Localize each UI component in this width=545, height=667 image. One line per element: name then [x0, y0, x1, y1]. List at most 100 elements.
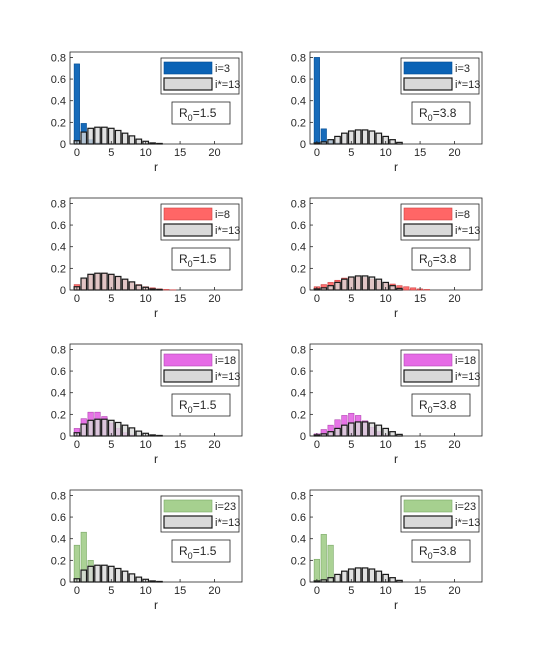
bar-reference [128, 135, 136, 145]
y-tick-label: 0.6 [291, 512, 306, 524]
r0-annotation: R0=3.8 [411, 101, 471, 125]
legend-label-reference: i*=13 [215, 517, 240, 529]
bar-reference [149, 288, 156, 291]
legend-swatch-main [403, 61, 453, 75]
annotation-box [411, 393, 471, 417]
legend: i=8 i*=13 [160, 203, 240, 241]
y-tick-label: 0.4 [51, 534, 66, 546]
x-tick-label: 15 [414, 439, 426, 451]
x-tick-label: 5 [348, 439, 354, 451]
x-tick-label: 20 [208, 293, 220, 305]
bar-reference [389, 285, 396, 291]
y-tick-label: 0.8 [291, 490, 306, 502]
x-tick-label: 0 [314, 293, 320, 305]
y-tick-label: 0.6 [51, 366, 66, 378]
x-axis-label: r [154, 160, 158, 174]
annotation-subscript: 0 [188, 113, 193, 123]
bar-reference [156, 288, 163, 291]
annotation-text: R0=3.8 [419, 106, 457, 123]
legend-swatch-reference [403, 369, 453, 383]
annotation-box [411, 247, 471, 271]
x-tick-label: 15 [174, 293, 186, 305]
annotation-text: R0=1.5 [179, 544, 217, 561]
bar-reference [375, 424, 383, 437]
bar-reference [94, 418, 101, 437]
bar-reference [101, 418, 108, 437]
x-tick-label: 5 [108, 147, 114, 159]
x-tick-label: 5 [348, 585, 354, 597]
annotation-box [171, 393, 231, 417]
annotation-value: =3.8 [433, 398, 457, 412]
annotation-box [171, 539, 231, 563]
bar-reference [135, 284, 143, 291]
bar-reference [156, 580, 163, 583]
bar-reference [80, 423, 88, 437]
bar-reference [87, 565, 94, 583]
bar-main [313, 558, 320, 583]
y-tick-label: 0.8 [291, 344, 306, 356]
annotation-subscript: 0 [428, 405, 433, 415]
legend-label-reference: i*=13 [215, 79, 240, 91]
x-tick-label: 0 [74, 293, 80, 305]
bar-reference [361, 129, 369, 145]
annotation-value: =1.5 [193, 398, 217, 412]
bar-reference [354, 567, 362, 583]
annotation-symbol: R [179, 252, 188, 266]
bar-reference [368, 568, 376, 583]
y-tick-label: 0.4 [51, 96, 66, 108]
bar-reference [121, 132, 129, 145]
x-axis-label: r [154, 598, 158, 612]
annotation-box [411, 539, 471, 563]
bar-reference [334, 427, 341, 437]
x-tick-label: 15 [414, 147, 426, 159]
x-tick-label: 10 [140, 147, 152, 159]
legend-label-main: i=3 [215, 63, 230, 75]
y-tick-label: 0.4 [291, 534, 306, 546]
y-tick-label: 0 [300, 285, 306, 297]
bar-reference [361, 567, 369, 583]
bar-main [313, 57, 320, 145]
legend-swatch-reference [163, 223, 213, 237]
legend: i=18 i*=13 [400, 349, 480, 387]
bar-reference [101, 564, 108, 583]
legend-label-main: i=23 [455, 501, 476, 513]
annotation-subscript: 0 [428, 551, 433, 561]
bar-reference [128, 281, 136, 291]
bar-reference [396, 141, 403, 145]
x-tick-label: 10 [380, 147, 392, 159]
bar-reference [396, 579, 403, 583]
bar-reference [375, 132, 383, 145]
y-tick-label: 0.8 [51, 344, 66, 356]
bar-reference [334, 281, 341, 291]
bar-reference [375, 278, 383, 291]
bar-reference [80, 131, 88, 145]
y-tick-label: 0.6 [51, 74, 66, 86]
legend-swatch-main [163, 499, 213, 513]
legend-label-reference: i*=13 [455, 79, 480, 91]
x-axis-label: r [394, 452, 398, 466]
bar-reference [94, 126, 101, 145]
r0-annotation: R0=1.5 [171, 539, 231, 563]
annotation-subscript: 0 [428, 113, 433, 123]
bar-reference [320, 287, 328, 291]
bar-reference [341, 132, 348, 145]
bar-reference [149, 142, 156, 145]
x-tick-label: 10 [380, 439, 392, 451]
annotation-subscript: 0 [428, 259, 433, 269]
annotation-text: R0=1.5 [179, 106, 217, 123]
bar-main [327, 544, 334, 583]
bar-reference [375, 570, 383, 583]
annotation-value: =3.8 [433, 544, 457, 558]
y-tick-label: 0.2 [51, 263, 66, 275]
y-tick-label: 0.8 [51, 490, 66, 502]
annotation-value: =1.5 [193, 544, 217, 558]
bar-reference [114, 129, 122, 145]
bar-reference [101, 272, 108, 291]
x-axis-label: r [394, 306, 398, 320]
y-tick-label: 0.2 [51, 555, 66, 567]
legend-label-reference: i*=13 [455, 371, 480, 383]
